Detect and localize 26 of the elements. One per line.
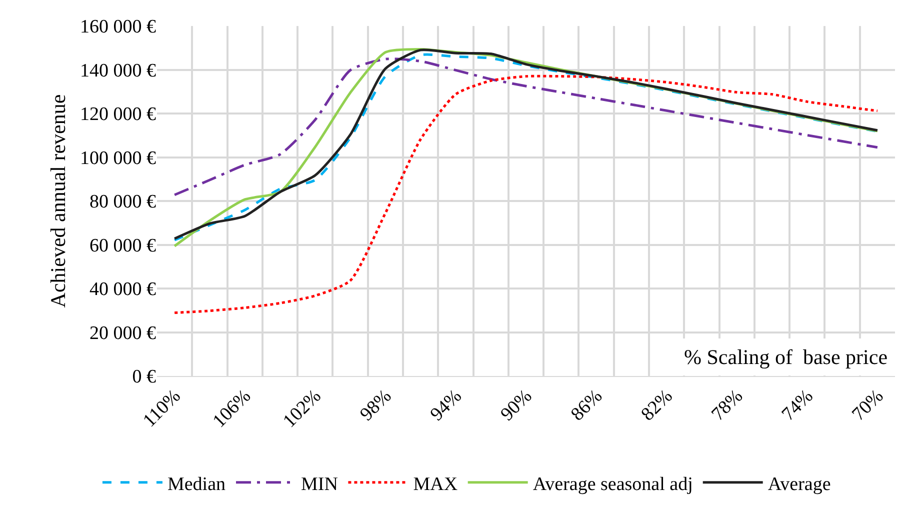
y-tick-label: 140 000 € [80,60,156,82]
legend-label: Average seasonal adj [532,474,693,495]
y-axis-title: Achieved annual revenue [46,94,70,308]
y-tick-label: 120 000 € [80,104,156,126]
x-tick-label: 82% [637,386,677,426]
x-tick-label: 98% [356,386,396,426]
legend-label: Median [167,474,226,495]
y-tick-label: 160 000 € [80,16,156,38]
x-tick-label: 86% [567,386,607,426]
line-series [173,58,879,196]
x-tick-label: 94% [426,386,466,426]
y-tick-label: 100 000 € [80,148,156,169]
y-tick-label: 60 000 € [90,235,156,256]
y-tick-label: 40 000 € [90,279,156,300]
x-axis-title: % Scaling of base price [684,345,888,369]
x-tick-label: 90% [496,386,536,426]
y-tick-label: 0 € [132,366,156,388]
legend-label: Average [768,474,831,495]
y-tick-label: 20 000 € [90,322,156,344]
x-tick-label: 74% [778,386,818,426]
x-tick-label: 78% [708,386,748,426]
x-tick-label: 70% [848,386,888,426]
legend-label: MIN [301,474,338,495]
y-tick-label: 80 000 € [90,192,156,213]
line-series [173,74,879,314]
legend-label: MAX [413,474,458,495]
